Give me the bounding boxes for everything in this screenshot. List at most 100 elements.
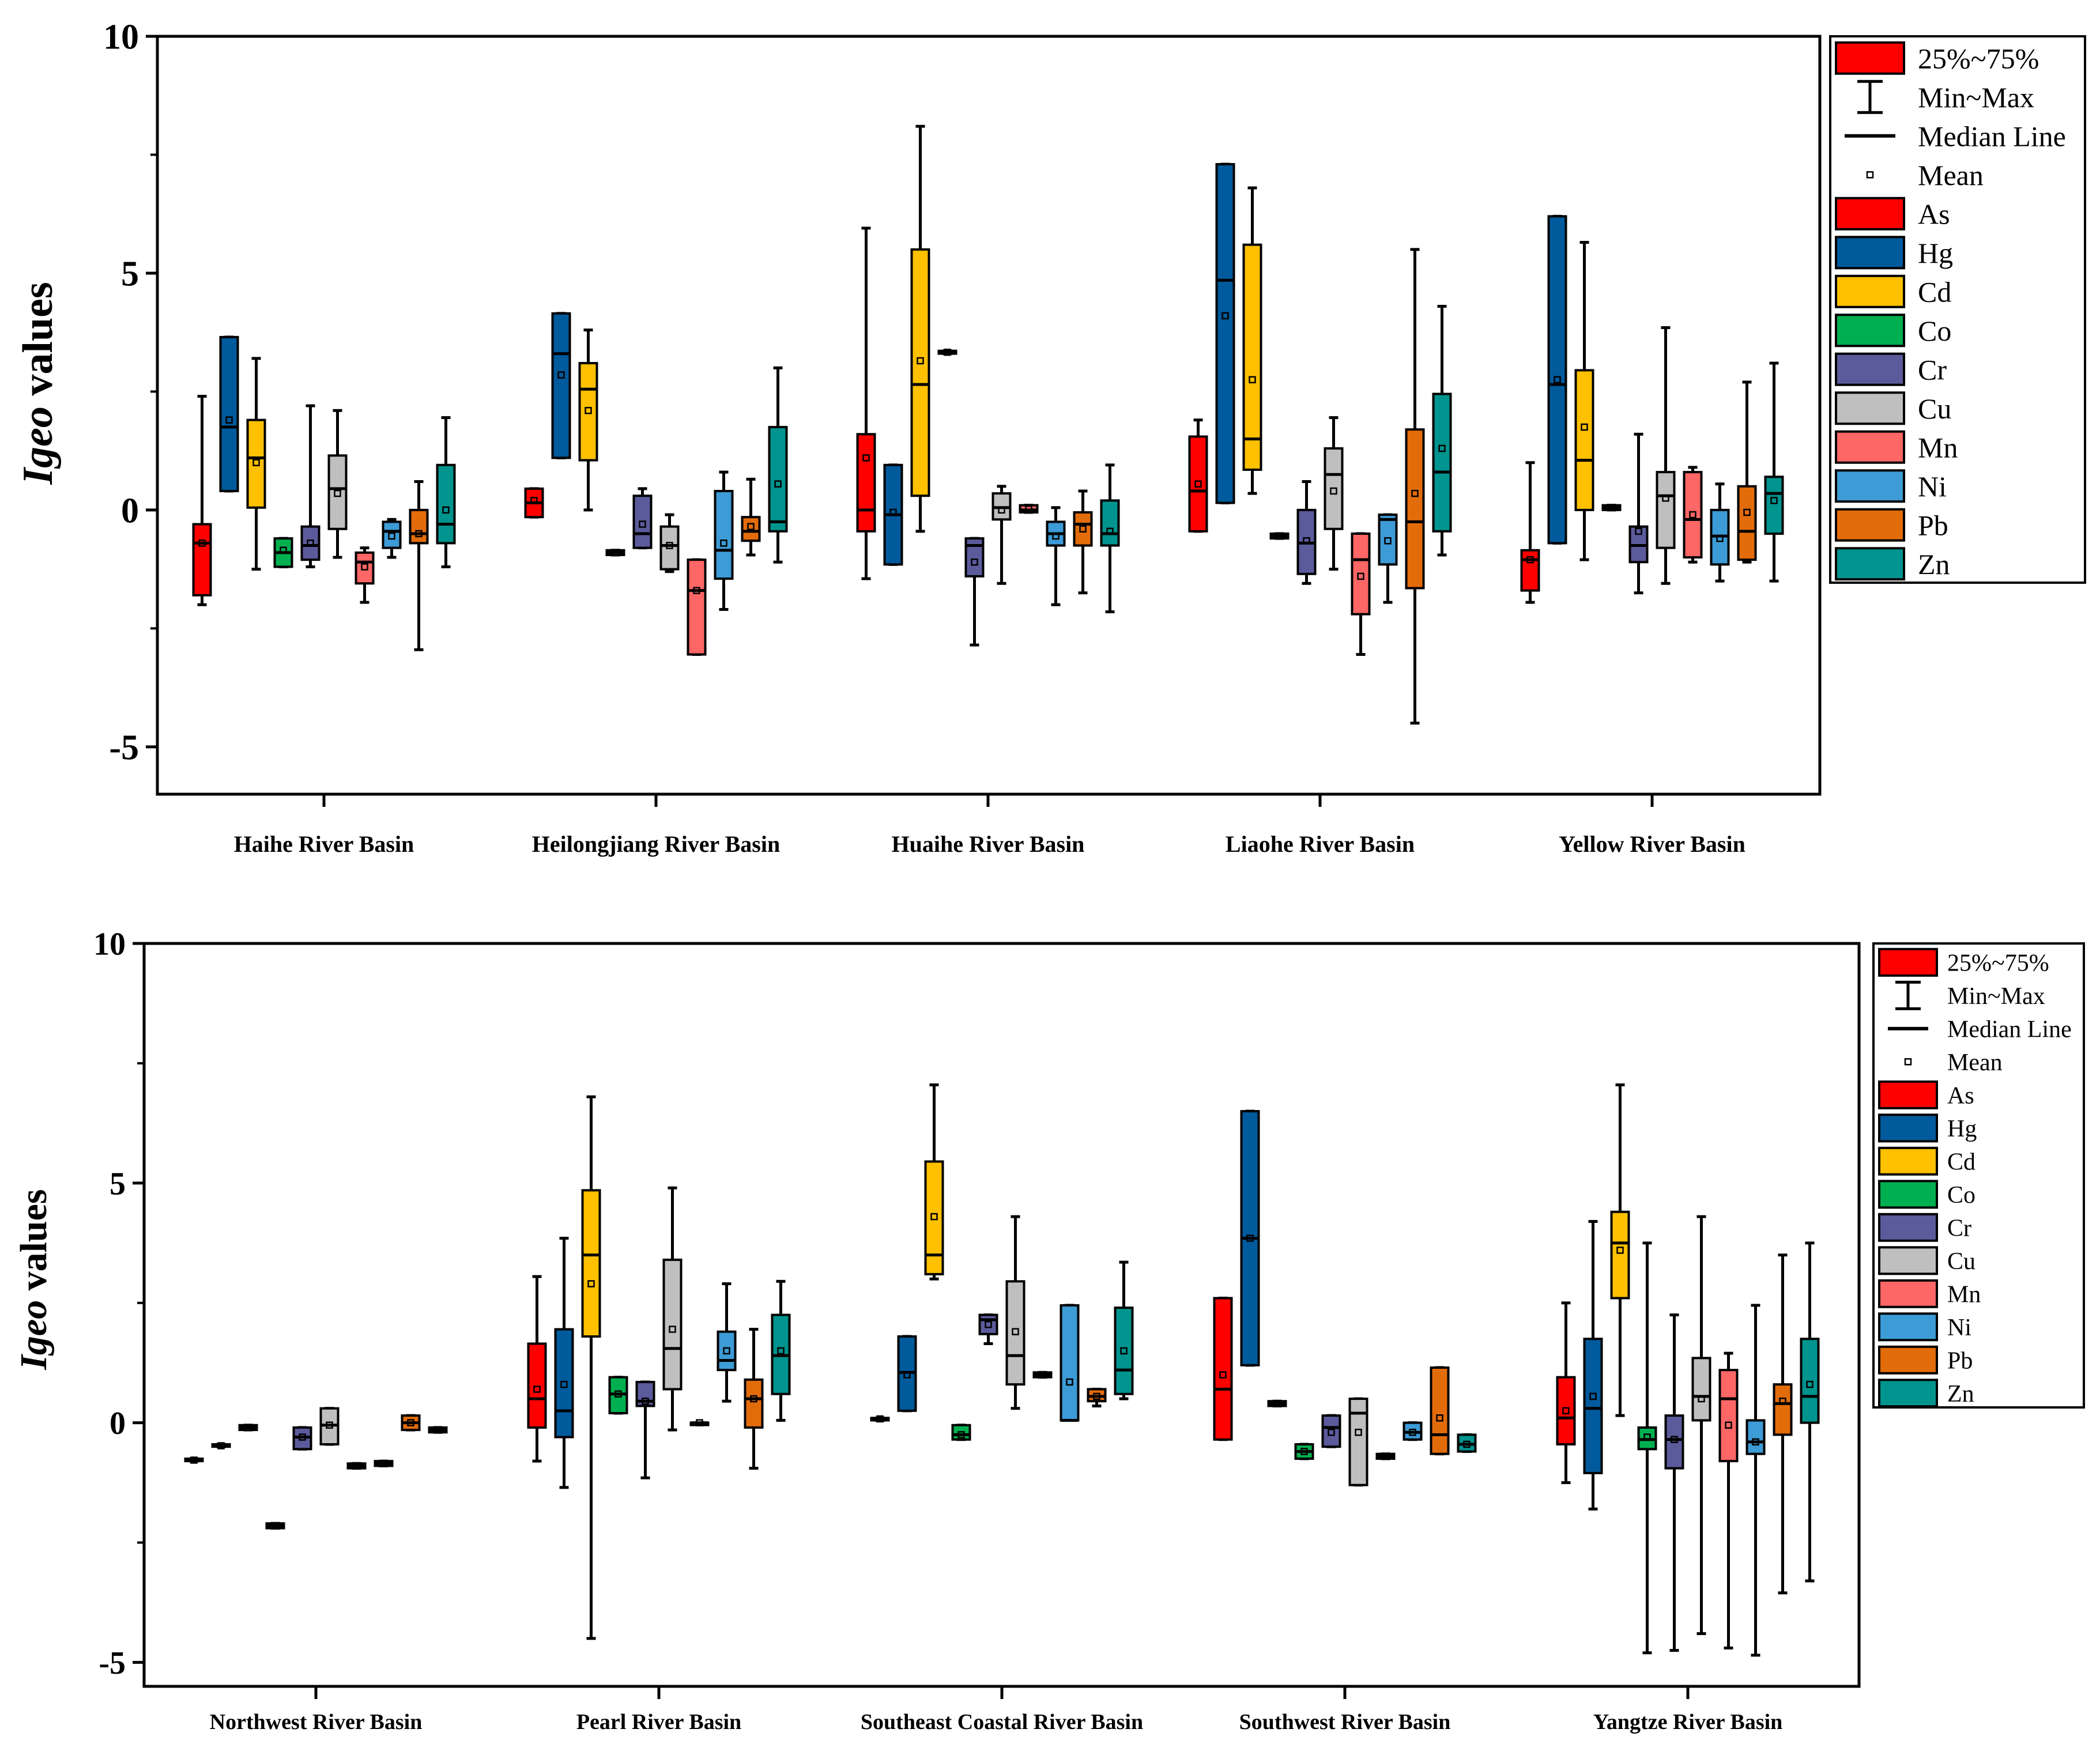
- box-cd: [578, 362, 598, 462]
- top-legend-frame: [1829, 35, 2086, 584]
- mean-marker-pb: [750, 1395, 757, 1403]
- legend-mean-symbol: [1904, 1058, 1912, 1066]
- box-cd: [1242, 243, 1262, 471]
- legend-label-hg: Hg: [1947, 1116, 1977, 1142]
- mean-marker-as: [198, 539, 206, 547]
- box-cu: [1691, 1357, 1711, 1422]
- mean-marker-zn: [1463, 1440, 1471, 1448]
- mean-marker-ni: [1716, 534, 1724, 542]
- legend-swatch-ni: [1835, 469, 1905, 503]
- legend-swatch-cd: [1835, 274, 1905, 308]
- legend-label-cd: Cd: [1918, 275, 1951, 308]
- mean-marker-ni: [388, 532, 395, 540]
- mean-marker-cd: [585, 407, 592, 414]
- mean-marker-as: [190, 1456, 198, 1464]
- box-pb: [1737, 485, 1757, 561]
- box-pb: [744, 1378, 764, 1429]
- mean-marker-hg: [1221, 312, 1229, 320]
- bottom-chart-panel: 10 5 0 -5 Northwest River Basin Pearl River B…: [13, 927, 2085, 1734]
- mean-marker-co: [1608, 504, 1615, 512]
- mean-marker-as: [530, 497, 538, 504]
- box-cr: [632, 494, 653, 549]
- box-as: [1213, 1297, 1233, 1441]
- legend-median-label: Median Line: [1918, 120, 2066, 152]
- mean-marker-co: [614, 1390, 622, 1398]
- legend-swatch-zn: [1835, 547, 1905, 581]
- mean-marker-cd: [1616, 1246, 1624, 1254]
- bottom-legend-frame: [1872, 942, 2085, 1409]
- mean-marker-pb: [1411, 489, 1419, 497]
- mean-marker-cu: [1012, 1328, 1019, 1335]
- mean-marker-ni: [380, 1460, 387, 1467]
- mean-marker-cu: [1355, 1428, 1362, 1436]
- box-cr: [978, 1313, 998, 1335]
- mean-marker-pb: [1743, 508, 1751, 516]
- box-mn: [355, 551, 375, 585]
- mean-marker-zn: [1806, 1380, 1814, 1388]
- box-pb: [741, 516, 761, 542]
- legend-label-mn: Mn: [1918, 431, 1958, 463]
- box-ni: [1060, 1304, 1080, 1422]
- mean-marker-co: [957, 1431, 965, 1439]
- mean-marker-cu: [1662, 494, 1669, 502]
- legend-label-cd: Cd: [1947, 1149, 1975, 1175]
- mean-marker-cr: [307, 539, 314, 547]
- legend-label-mn: Mn: [1947, 1281, 1981, 1308]
- legend-label-cr: Cr: [1947, 1215, 1971, 1241]
- x-tick-label-liaohe-river-basin: Liaohe River Basin: [1226, 831, 1415, 857]
- box-pb: [1405, 428, 1425, 590]
- mean-marker-zn: [774, 480, 782, 488]
- legend-swatch-cu: [1878, 1246, 1938, 1275]
- box-hg: [1583, 1338, 1603, 1474]
- legend-swatch-co: [1835, 314, 1905, 348]
- legend-label-zn: Zn: [1918, 548, 1950, 580]
- box-ni: [1378, 514, 1398, 566]
- box-cd: [581, 1189, 601, 1338]
- mean-marker-cd: [587, 1280, 595, 1288]
- box-group-heilongjiang-river-basin: [524, 312, 788, 656]
- mean-marker-zn: [1120, 1347, 1128, 1355]
- box-hg: [554, 1328, 574, 1439]
- box-cu: [327, 454, 348, 530]
- box-pb: [409, 508, 429, 545]
- mean-marker-mn: [1689, 511, 1696, 519]
- box-cd: [924, 1160, 944, 1275]
- bottom-y-axis-label: Igeo values: [13, 1189, 55, 1371]
- top-plot-frame: [156, 35, 1822, 796]
- mean-marker-hg: [903, 1371, 911, 1379]
- legend-swatch-mn: [1878, 1279, 1938, 1308]
- legend-iqr-label: 25%~75%: [1947, 950, 2049, 976]
- legend-range-label: Min~Max: [1918, 81, 2034, 114]
- box-hg: [219, 335, 239, 492]
- legend-swatch-pb: [1835, 508, 1905, 542]
- mean-marker-pb: [1079, 525, 1087, 533]
- legend-range-label: Min~Max: [1947, 983, 2045, 1010]
- mean-marker-co: [280, 546, 287, 554]
- mean-marker-zn: [1770, 497, 1778, 504]
- box-cu: [1005, 1280, 1026, 1386]
- mean-marker-mn: [693, 587, 700, 594]
- mean-marker-as: [1219, 1371, 1227, 1379]
- legend-swatch-cu: [1835, 391, 1905, 425]
- top-legend: 25%~75% Min~Max Median Line Mean As Hg Cd Co Cr C…: [1829, 35, 2086, 584]
- mean-marker-co: [1643, 1433, 1651, 1441]
- y-tick-label: 5: [121, 255, 139, 294]
- mean-marker-cr: [985, 1320, 992, 1328]
- box-as: [1188, 435, 1208, 533]
- mean-marker-cd: [1581, 423, 1588, 431]
- mean-marker-mn: [696, 1419, 703, 1426]
- mean-marker-pb: [1436, 1414, 1443, 1422]
- mean-marker-hg: [560, 1380, 568, 1388]
- x-tick-label-pearl-river-basin: Pearl River Basin: [576, 1710, 741, 1734]
- mean-marker-mn: [361, 563, 368, 571]
- mean-marker-pb: [1093, 1392, 1100, 1400]
- mean-marker-cd: [917, 357, 924, 365]
- mean-marker-co: [272, 1522, 279, 1530]
- mean-marker-hg: [225, 416, 233, 424]
- mean-marker-zn: [434, 1426, 442, 1434]
- mean-marker-ni: [1409, 1428, 1416, 1436]
- mean-marker-as: [1194, 480, 1202, 488]
- box-cd: [1610, 1210, 1630, 1300]
